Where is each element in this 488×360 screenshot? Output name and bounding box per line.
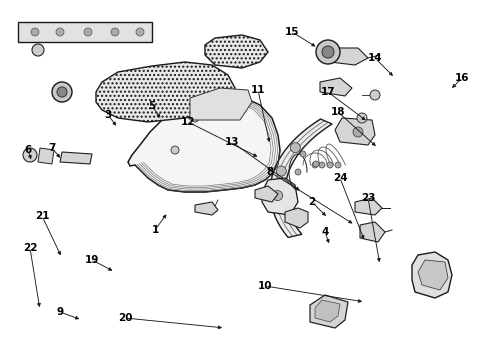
Text: 11: 11 [250, 85, 264, 95]
Circle shape [111, 28, 119, 36]
Text: 2: 2 [308, 197, 315, 207]
Text: 23: 23 [360, 193, 374, 203]
Polygon shape [60, 152, 92, 164]
Polygon shape [254, 186, 278, 202]
Polygon shape [38, 148, 54, 164]
Circle shape [369, 90, 379, 100]
Text: 14: 14 [367, 53, 382, 63]
Circle shape [299, 151, 305, 157]
Polygon shape [417, 260, 447, 290]
Text: 7: 7 [48, 143, 56, 153]
Text: 6: 6 [24, 145, 32, 155]
Text: 20: 20 [118, 313, 132, 323]
Text: 17: 17 [320, 87, 335, 97]
Circle shape [290, 143, 300, 153]
Polygon shape [329, 48, 367, 65]
Circle shape [191, 114, 199, 122]
Polygon shape [190, 88, 251, 120]
Circle shape [318, 162, 325, 168]
Text: 21: 21 [35, 211, 49, 221]
Circle shape [334, 162, 340, 168]
Text: 12: 12 [181, 117, 195, 127]
Polygon shape [269, 119, 331, 238]
Circle shape [321, 46, 333, 58]
Circle shape [52, 82, 72, 102]
Polygon shape [359, 222, 384, 242]
Text: 9: 9 [56, 307, 63, 317]
Polygon shape [262, 178, 297, 215]
Circle shape [171, 146, 179, 154]
Circle shape [136, 28, 143, 36]
Circle shape [272, 190, 282, 201]
Text: 22: 22 [23, 243, 37, 253]
Polygon shape [411, 252, 451, 298]
Circle shape [312, 161, 318, 167]
Circle shape [294, 169, 301, 175]
Text: 10: 10 [257, 281, 272, 291]
Circle shape [32, 44, 44, 56]
Text: 15: 15 [284, 27, 299, 37]
Circle shape [221, 98, 228, 106]
Circle shape [352, 127, 362, 137]
Polygon shape [285, 208, 307, 228]
Text: 1: 1 [151, 225, 158, 235]
Text: 3: 3 [104, 110, 111, 120]
Text: 4: 4 [321, 227, 328, 237]
Polygon shape [334, 118, 374, 145]
Circle shape [311, 162, 317, 168]
Polygon shape [204, 35, 267, 68]
Text: 13: 13 [224, 137, 239, 147]
Polygon shape [314, 300, 339, 322]
Circle shape [84, 28, 92, 36]
Text: 24: 24 [332, 173, 346, 183]
Circle shape [326, 162, 332, 168]
Circle shape [356, 113, 366, 123]
Text: 5: 5 [148, 101, 155, 111]
Text: 18: 18 [330, 107, 345, 117]
Circle shape [57, 87, 67, 97]
Polygon shape [319, 78, 351, 96]
Circle shape [315, 40, 339, 64]
Circle shape [23, 148, 37, 162]
Text: 19: 19 [84, 255, 99, 265]
Polygon shape [195, 202, 218, 215]
Text: 8: 8 [266, 167, 273, 177]
Polygon shape [18, 22, 152, 42]
Circle shape [31, 28, 39, 36]
Polygon shape [128, 95, 280, 192]
Circle shape [56, 28, 64, 36]
Text: 16: 16 [454, 73, 468, 83]
Polygon shape [96, 62, 235, 122]
Polygon shape [354, 198, 381, 215]
Circle shape [276, 166, 286, 176]
Polygon shape [309, 295, 347, 328]
